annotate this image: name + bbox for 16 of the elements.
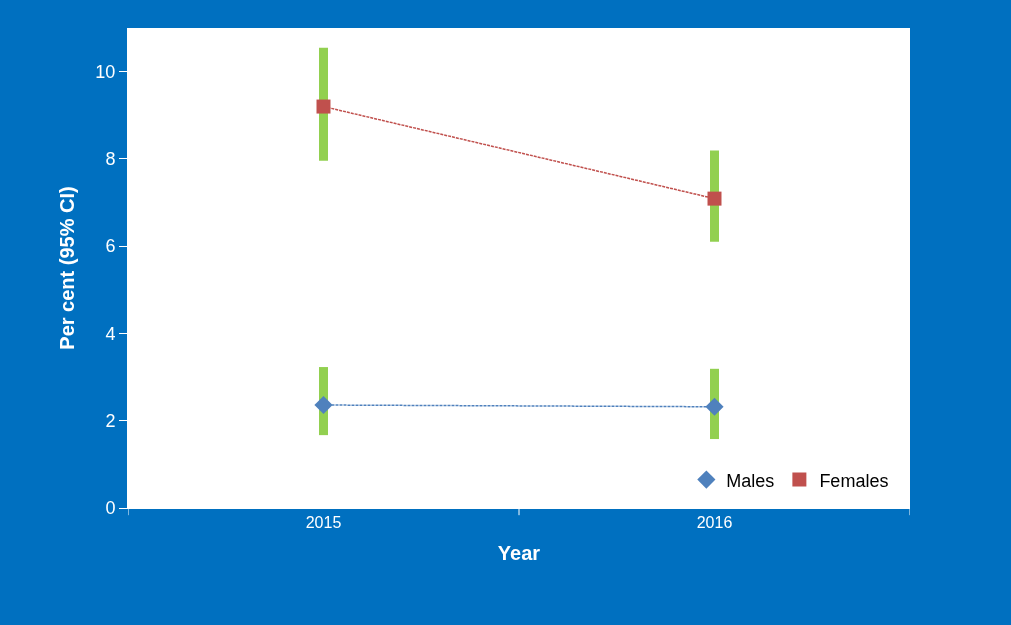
y-axis-title: Per cent (95% CI) xyxy=(55,186,78,350)
y-tick-label: 8 xyxy=(105,149,116,170)
y-tick-label: 2 xyxy=(105,411,116,432)
x-tick-label: 2015 xyxy=(305,514,342,532)
legend-label: Females xyxy=(819,470,889,491)
y-tick-label: 0 xyxy=(105,498,116,519)
point xyxy=(705,397,724,416)
y-tick-label: 4 xyxy=(105,323,116,344)
legend-label: Males xyxy=(726,470,775,491)
point xyxy=(314,395,333,415)
x-tick-label: 2016 xyxy=(696,514,733,532)
y-tick-label: 10 xyxy=(95,61,116,82)
point xyxy=(316,99,331,114)
point xyxy=(707,191,722,206)
x-axis-title: Year xyxy=(497,541,541,564)
y-tick-label: 6 xyxy=(105,236,116,257)
